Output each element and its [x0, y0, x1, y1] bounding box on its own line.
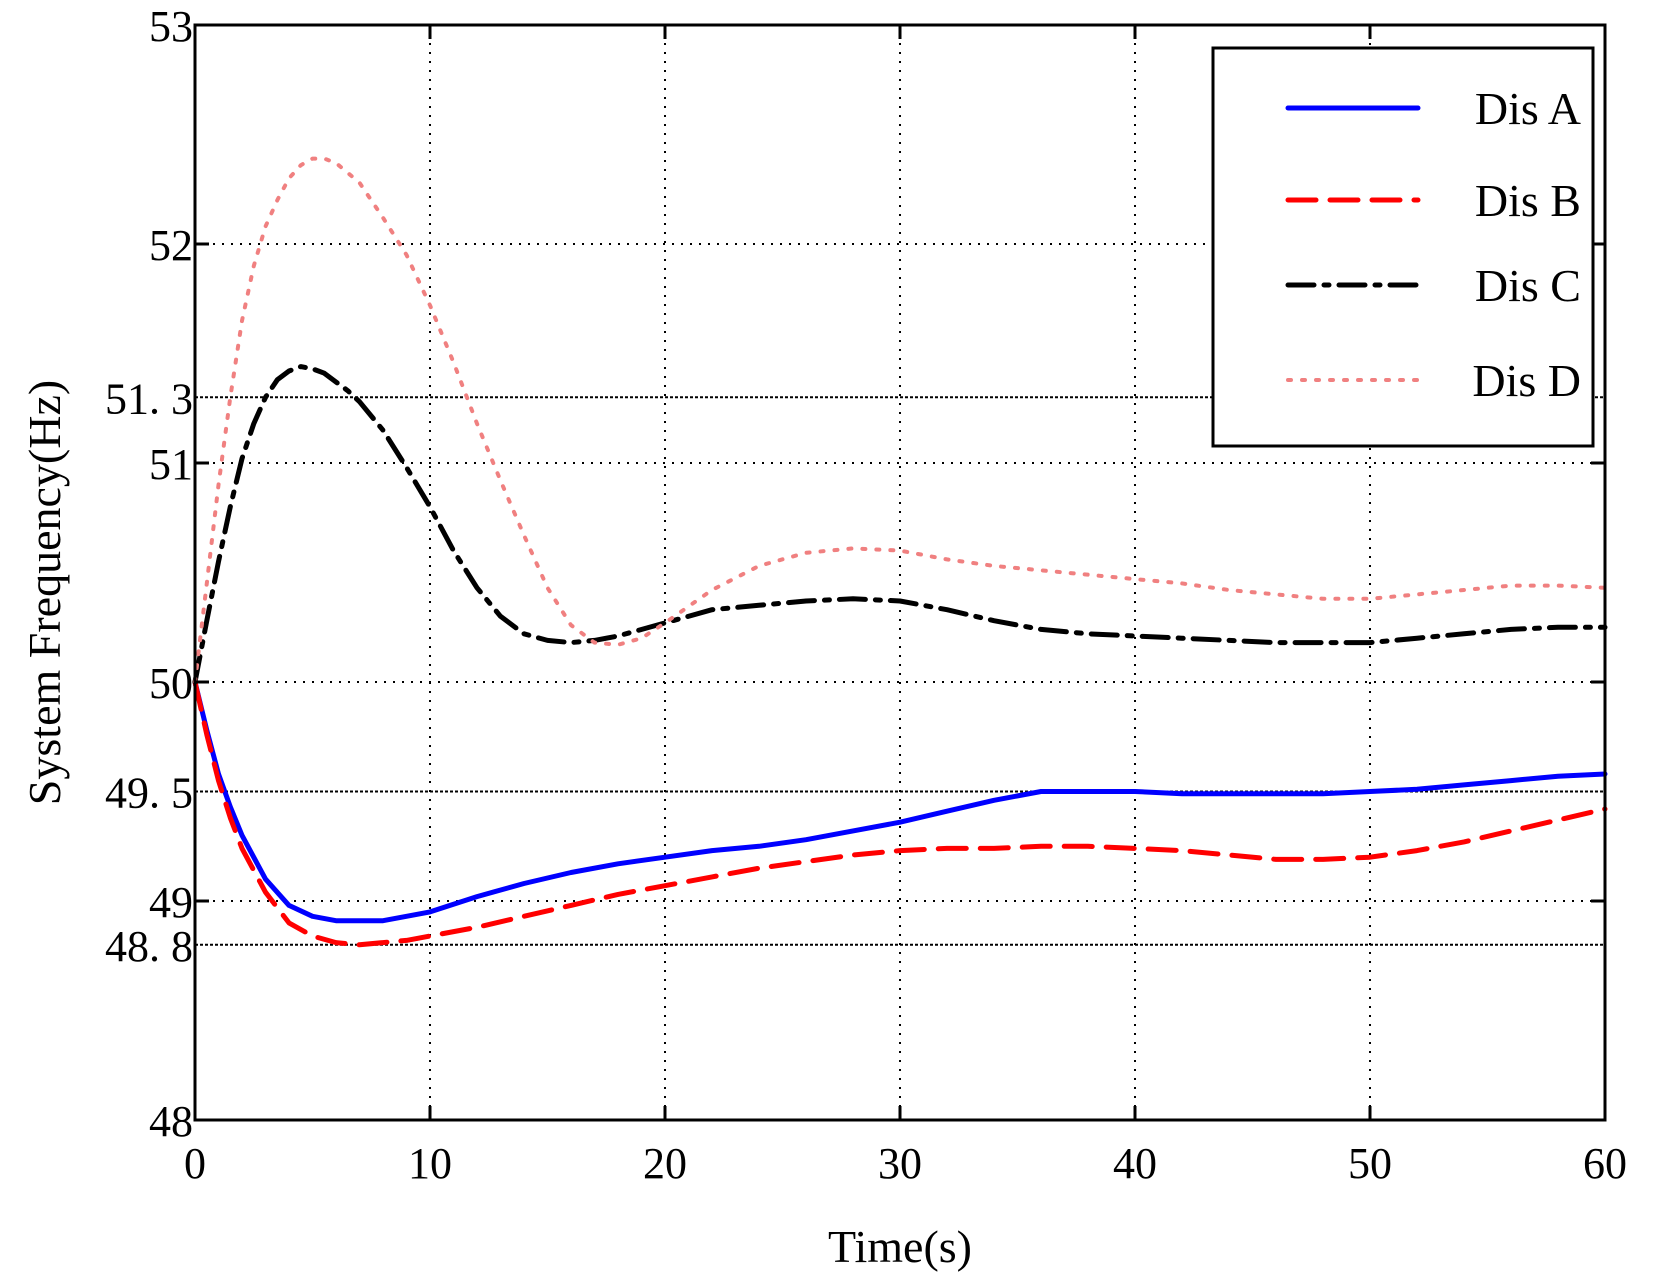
- y-axis-label: System Frequency(Hz): [19, 380, 70, 805]
- x-tick-label: 0: [184, 1139, 206, 1188]
- reference-line-label: 51. 3: [105, 374, 193, 423]
- y-tick-label: 49: [149, 878, 193, 927]
- series-line-dis-d: [193, 156, 1607, 684]
- reference-line-label: 48. 8: [105, 922, 193, 971]
- legend: Dis A Dis B Dis C Dis D: [1211, 46, 1595, 448]
- x-tick-label: 10: [408, 1139, 452, 1188]
- grid: [195, 25, 1605, 1120]
- y-tick-label: 48: [149, 1097, 193, 1146]
- y-tick-label: 50: [149, 659, 193, 708]
- legend-entry: Dis C: [1475, 260, 1581, 311]
- x-tick-label: 20: [643, 1139, 687, 1188]
- legend-entry: Dis D: [1472, 355, 1581, 406]
- series-line-dis-b: [192, 679, 1608, 948]
- y-tick-label: 51: [149, 440, 193, 489]
- series-line-dis-a: [192, 679, 1608, 924]
- x-axis-label: Time(s): [828, 1221, 972, 1272]
- x-tick-label: 60: [1583, 1139, 1627, 1188]
- series-line-dis-c: [192, 364, 1608, 685]
- y-tick-label: 53: [149, 2, 193, 51]
- series-group: [192, 156, 1608, 948]
- legend-entry: Dis A: [1475, 83, 1581, 134]
- x-tick-label: 30: [878, 1139, 922, 1188]
- legend-entry: Dis B: [1475, 175, 1581, 226]
- y-tick-label: 52: [149, 221, 193, 270]
- axis-ticks: 0 10 20 30 40 50 60 48 49 50 51 52 53: [149, 2, 1627, 1188]
- x-tick-label: 40: [1113, 1139, 1157, 1188]
- reference-line-label: 49. 5: [105, 769, 193, 818]
- x-tick-label: 50: [1348, 1139, 1392, 1188]
